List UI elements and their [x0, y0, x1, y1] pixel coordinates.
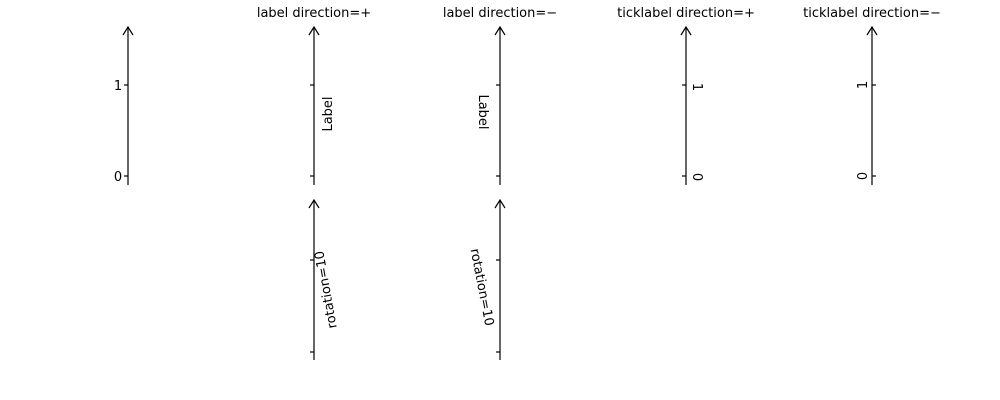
axis-label: rotation=10 — [467, 247, 497, 327]
axis-label: rotation=10 — [312, 250, 340, 330]
panel-5: ticklabel direction=− 1 0 — [803, 6, 941, 185]
panel-7: rotation=10 — [467, 199, 506, 360]
ticklabel: 1 — [114, 79, 122, 94]
ticklabel: 0 — [689, 173, 704, 181]
axis-label: Label — [475, 94, 490, 129]
panel-title: ticklabel direction=− — [803, 6, 941, 21]
ticklabel: 1 — [689, 83, 704, 91]
axis-label: Label — [321, 96, 336, 131]
panel-title: label direction=+ — [257, 6, 371, 21]
panel-3: label direction=− Label — [443, 6, 557, 185]
panel-2: label direction=+ Label — [257, 6, 371, 185]
panel-1: 1 0 — [114, 26, 134, 185]
ticklabel: 1 — [856, 81, 871, 89]
ticklabel: 0 — [114, 170, 122, 185]
ticklabel: 0 — [856, 172, 871, 180]
panel-title: label direction=− — [443, 6, 557, 21]
panel-6: rotation=10 — [308, 199, 341, 360]
panel-4: ticklabel direction=+ 1 0 — [617, 6, 755, 185]
panel-title: ticklabel direction=+ — [617, 6, 755, 21]
